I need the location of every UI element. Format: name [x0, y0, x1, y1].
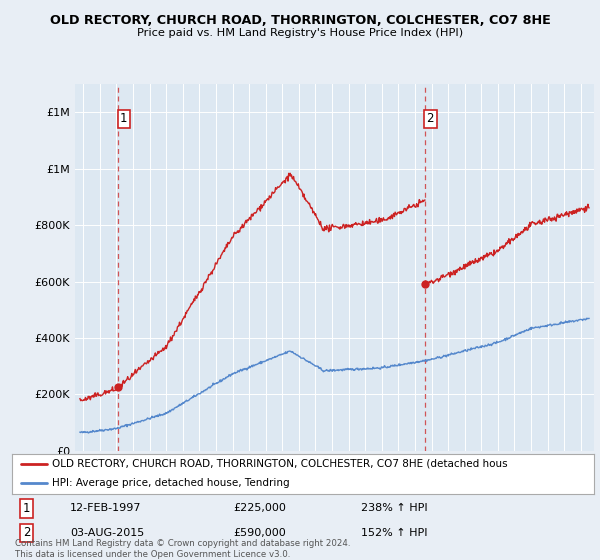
Text: Price paid vs. HM Land Registry's House Price Index (HPI): Price paid vs. HM Land Registry's House …: [137, 28, 463, 38]
Text: 1: 1: [23, 502, 30, 515]
Text: £225,000: £225,000: [233, 503, 286, 514]
Text: 1: 1: [120, 112, 128, 125]
Text: OLD RECTORY, CHURCH ROAD, THORRINGTON, COLCHESTER, CO7 8HE (detached hous: OLD RECTORY, CHURCH ROAD, THORRINGTON, C…: [52, 459, 507, 469]
Text: 2: 2: [427, 112, 434, 125]
Text: £590,000: £590,000: [233, 528, 286, 538]
Text: Contains HM Land Registry data © Crown copyright and database right 2024.
This d: Contains HM Land Registry data © Crown c…: [15, 539, 350, 559]
Text: 12-FEB-1997: 12-FEB-1997: [70, 503, 142, 514]
Text: HPI: Average price, detached house, Tendring: HPI: Average price, detached house, Tend…: [52, 478, 289, 488]
Text: 2: 2: [23, 526, 30, 539]
Text: 152% ↑ HPI: 152% ↑ HPI: [361, 528, 428, 538]
Text: OLD RECTORY, CHURCH ROAD, THORRINGTON, COLCHESTER, CO7 8HE: OLD RECTORY, CHURCH ROAD, THORRINGTON, C…: [50, 14, 550, 27]
Text: 238% ↑ HPI: 238% ↑ HPI: [361, 503, 428, 514]
Text: 03-AUG-2015: 03-AUG-2015: [70, 528, 145, 538]
